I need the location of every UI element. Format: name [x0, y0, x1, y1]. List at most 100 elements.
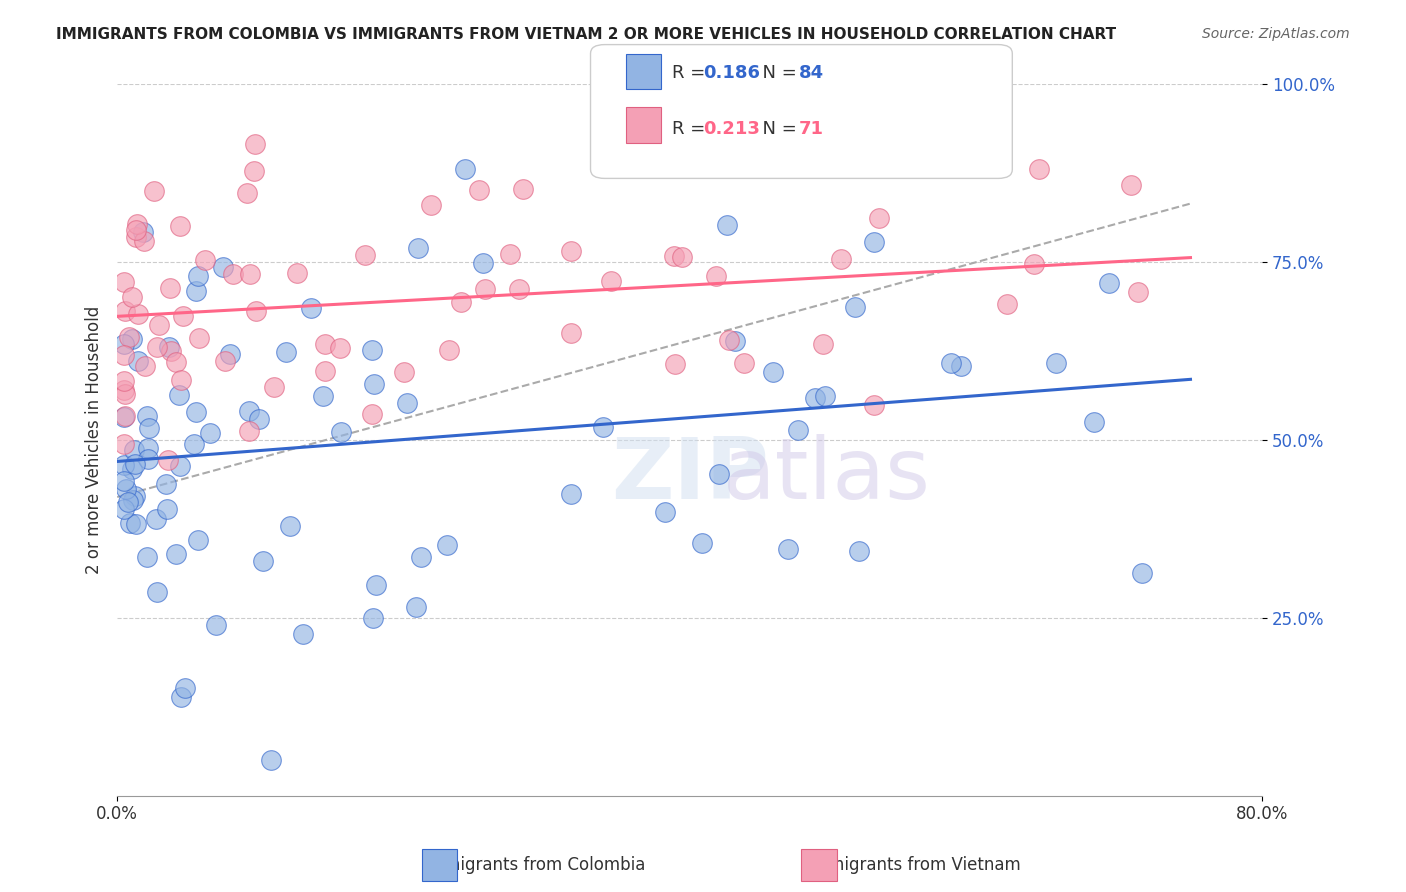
Point — [114, 387, 136, 401]
Point — [361, 343, 384, 358]
Point — [868, 211, 890, 226]
Point — [467, 183, 489, 197]
Point — [120, 516, 142, 531]
Point — [299, 301, 322, 315]
Text: 0.186: 0.186 — [703, 64, 761, 82]
Point — [219, 347, 242, 361]
Point — [259, 753, 281, 767]
Point — [314, 364, 336, 378]
Point — [200, 426, 222, 441]
Point — [671, 250, 693, 264]
Point — [183, 436, 205, 450]
Point — [114, 409, 136, 423]
Point — [138, 441, 160, 455]
Point — [125, 217, 148, 231]
Text: N =: N = — [751, 64, 803, 82]
Point — [1045, 356, 1067, 370]
Point — [664, 357, 686, 371]
Point — [474, 282, 496, 296]
Point — [733, 356, 755, 370]
Point — [238, 424, 260, 438]
Point — [222, 267, 245, 281]
Text: ZIP: ZIP — [610, 434, 769, 517]
Point — [453, 161, 475, 176]
Point — [939, 356, 962, 370]
Point — [124, 457, 146, 471]
Point — [165, 547, 187, 561]
Point — [134, 359, 156, 374]
Point — [508, 282, 530, 296]
Point — [236, 186, 259, 201]
Point — [243, 163, 266, 178]
Point — [121, 332, 143, 346]
Point — [830, 252, 852, 267]
Point — [112, 348, 135, 362]
Text: atlas: atlas — [723, 434, 931, 517]
Point — [122, 493, 145, 508]
Point — [132, 225, 155, 239]
Point — [437, 343, 460, 357]
Point — [247, 411, 270, 425]
Point — [1130, 566, 1153, 581]
Point — [186, 533, 208, 548]
Point — [709, 467, 731, 481]
Point — [143, 184, 166, 198]
Point — [156, 501, 179, 516]
Point — [194, 252, 217, 267]
Point — [644, 157, 666, 171]
Point — [276, 345, 298, 359]
Point — [844, 301, 866, 315]
Point — [1083, 415, 1105, 429]
Point — [172, 309, 194, 323]
Point — [112, 474, 135, 488]
Point — [560, 244, 582, 258]
Point — [278, 518, 301, 533]
Point — [159, 281, 181, 295]
Point — [169, 219, 191, 233]
Point — [406, 241, 429, 255]
Point — [394, 365, 416, 379]
Point — [995, 296, 1018, 310]
Point — [599, 275, 621, 289]
Point — [121, 462, 143, 476]
Point — [706, 269, 728, 284]
Point — [112, 437, 135, 451]
Point — [114, 303, 136, 318]
Point — [124, 490, 146, 504]
Point — [252, 554, 274, 568]
Point — [498, 247, 520, 261]
Point — [761, 365, 783, 379]
Point — [125, 517, 148, 532]
Point — [170, 373, 193, 387]
Point — [560, 326, 582, 340]
Point — [127, 308, 149, 322]
Point — [328, 341, 350, 355]
Text: 0.213: 0.213 — [703, 120, 759, 138]
Point — [157, 453, 180, 467]
Point — [138, 421, 160, 435]
Point — [512, 181, 534, 195]
Point — [184, 285, 207, 299]
Point — [263, 380, 285, 394]
Point — [212, 260, 235, 275]
Point — [169, 458, 191, 473]
Point — [112, 458, 135, 473]
Point — [174, 681, 197, 696]
Point — [436, 538, 458, 552]
Point — [187, 331, 209, 345]
Text: Immigrants from Colombia: Immigrants from Colombia — [423, 856, 645, 874]
Point — [117, 495, 139, 509]
Point — [405, 600, 427, 615]
Point — [330, 425, 353, 439]
Point — [146, 585, 169, 599]
Point — [138, 451, 160, 466]
Point — [1028, 161, 1050, 176]
Point — [787, 423, 810, 437]
Point — [811, 336, 834, 351]
Point — [724, 334, 747, 348]
Point — [360, 407, 382, 421]
Point — [135, 409, 157, 424]
Point — [361, 611, 384, 625]
Point — [693, 109, 716, 123]
Text: IMMIGRANTS FROM COLOMBIA VS IMMIGRANTS FROM VIETNAM 2 OR MORE VEHICLES IN HOUSEH: IMMIGRANTS FROM COLOMBIA VS IMMIGRANTS F… — [56, 27, 1116, 42]
